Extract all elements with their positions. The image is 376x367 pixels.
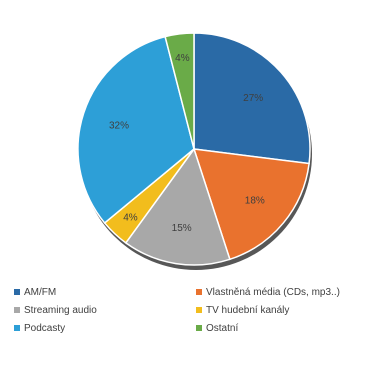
pie-slice-label-4: 32% bbox=[109, 121, 129, 132]
legend-label: Ostatní bbox=[206, 322, 239, 334]
legend-label: Streaming audio bbox=[24, 304, 97, 316]
legend-item: Streaming audio bbox=[14, 303, 97, 317]
pie-slice-label-5: 4% bbox=[175, 53, 190, 64]
legend-swatch bbox=[14, 289, 20, 295]
legend-label: TV hudební kanály bbox=[206, 304, 290, 316]
legend-swatch bbox=[14, 325, 20, 331]
legend-label: AM/FM bbox=[24, 286, 57, 298]
legend-item: Ostatní bbox=[196, 321, 238, 335]
legend-item: Podcasty bbox=[14, 321, 65, 335]
legend-item: TV hudební kanály bbox=[196, 303, 289, 317]
pie-slice-0 bbox=[193, 32, 311, 165]
pie-slice-2 bbox=[124, 147, 231, 266]
legend-item: Vlastněná média (CDs, mp3..) bbox=[196, 285, 340, 299]
legend-swatch bbox=[196, 307, 202, 313]
pie-slice-label-3: 4% bbox=[123, 213, 138, 224]
legend-item: AM/FM bbox=[14, 285, 56, 299]
pie-slice-5 bbox=[164, 32, 195, 150]
pie-slice-label-0: 27% bbox=[243, 93, 263, 104]
pie-slice-label-1: 18% bbox=[245, 195, 265, 206]
pie-slice-4 bbox=[77, 35, 195, 224]
pie-slice-1 bbox=[192, 148, 310, 261]
legend-label: Podcasty bbox=[24, 322, 66, 334]
legend-swatch bbox=[196, 289, 202, 295]
legend-label: Vlastněná média (CDs, mp3..) bbox=[206, 286, 340, 298]
pie-slice-label-2: 15% bbox=[172, 223, 192, 234]
legend-swatch bbox=[14, 307, 20, 313]
legend-swatch bbox=[196, 325, 202, 331]
